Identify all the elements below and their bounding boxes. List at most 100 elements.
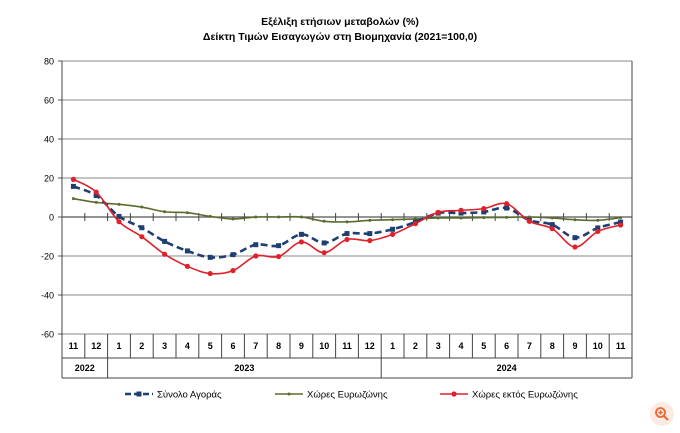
data-point-small [94,200,98,204]
y-tick-label: -40 [41,291,54,301]
data-point-circle [298,239,304,245]
data-point-square [184,248,190,254]
data-point-square [618,219,624,225]
data-point-circle [93,189,99,195]
data-point-circle [458,207,464,213]
series-line-1 [73,197,621,223]
data-point-circle [618,222,624,228]
data-point-circle [412,221,418,227]
month-label: 9 [299,341,304,351]
legend-marker [136,391,142,397]
data-point-square [595,225,601,231]
data-point-small [482,216,486,220]
data-point-square [572,235,578,241]
month-label: 7 [527,341,532,351]
data-point-square [458,210,464,216]
data-point-small [527,215,531,219]
year-label: 2023 [234,363,254,373]
data-point-small [71,197,75,201]
data-point-square [549,222,555,228]
legend-marker [451,391,457,397]
data-point-small [322,219,326,223]
data-point-square [139,225,145,231]
month-label: 3 [162,341,167,351]
data-point-small [254,215,258,219]
chart-subtitle: Δείκτη Τιμών Εισαγωγών στη Βιομηχανία (2… [202,31,478,43]
year-label: 2024 [497,363,517,373]
data-point-small [163,210,167,214]
data-point-small [368,218,372,222]
y-tick-label: 20 [44,174,54,184]
data-point-small [596,218,600,222]
data-point-small [345,220,349,224]
data-point-circle [344,236,350,243]
month-label: 1 [116,341,121,351]
data-point-circle [390,231,396,237]
zoom-in-button[interactable] [650,402,674,426]
y-tick-label: -60 [41,330,54,340]
legend-label-2: Χώρες εκτός Ευρωζώνης [472,390,578,401]
data-point-circle [504,201,510,207]
data-point-circle [435,209,441,215]
month-label: 2 [139,341,144,351]
month-label: 11 [69,341,79,351]
data-point-circle [481,206,487,212]
zoom-in-icon [655,407,669,421]
data-point-square [207,254,213,260]
data-point-circle [230,268,236,274]
data-point-circle [116,219,122,225]
data-point-circle [253,253,259,259]
y-tick-label: 80 [44,57,54,67]
month-label: 6 [230,341,235,351]
data-point-square [230,252,236,258]
data-point-small [299,215,303,219]
month-label: 3 [436,341,441,351]
y-tick-label: -20 [41,252,54,262]
month-label: 11 [616,341,626,351]
data-point-square [367,231,373,237]
data-point-circle [276,253,282,260]
data-point-circle [595,228,601,235]
data-point-circle [207,270,213,277]
month-label: 8 [276,341,281,351]
data-point-square [344,231,350,237]
data-point-square [253,242,259,248]
data-point-square [481,209,487,215]
data-point-small [208,214,212,218]
month-label: 6 [504,341,509,351]
data-point-square [116,213,122,219]
month-label: 1 [390,341,395,351]
data-point-small [459,216,463,220]
month-label: 9 [572,341,577,351]
data-point-small [619,216,623,220]
data-point-circle [70,176,76,182]
legend-marker [287,392,291,396]
data-point-square [276,243,282,249]
series-line-2 [73,178,621,275]
data-point-circle [549,226,555,232]
month-label: 5 [208,341,213,351]
month-label: 10 [593,341,603,351]
data-point-small [573,218,577,222]
legend-label-0: Σύνολο Αγοράς [157,390,222,401]
data-point-circle [139,234,145,240]
year-label: 2022 [75,363,95,373]
month-label: 12 [91,341,101,351]
y-tick-label: 60 [44,96,54,106]
month-label: 4 [458,341,463,351]
month-label: 12 [365,341,375,351]
data-point-circle [184,263,190,269]
data-point-square [70,183,76,189]
data-point-small [391,218,395,222]
data-point-square [390,226,396,232]
month-label: 8 [550,341,555,351]
y-tick-label: 40 [44,135,54,145]
data-point-small [231,217,235,221]
data-point-square [93,193,99,199]
data-point-small [505,215,509,219]
month-label: 11 [342,341,352,351]
data-point-small [185,211,189,215]
data-point-circle [526,218,533,224]
legend-label-1: Χώρες Ευρωζώνης [307,390,388,401]
